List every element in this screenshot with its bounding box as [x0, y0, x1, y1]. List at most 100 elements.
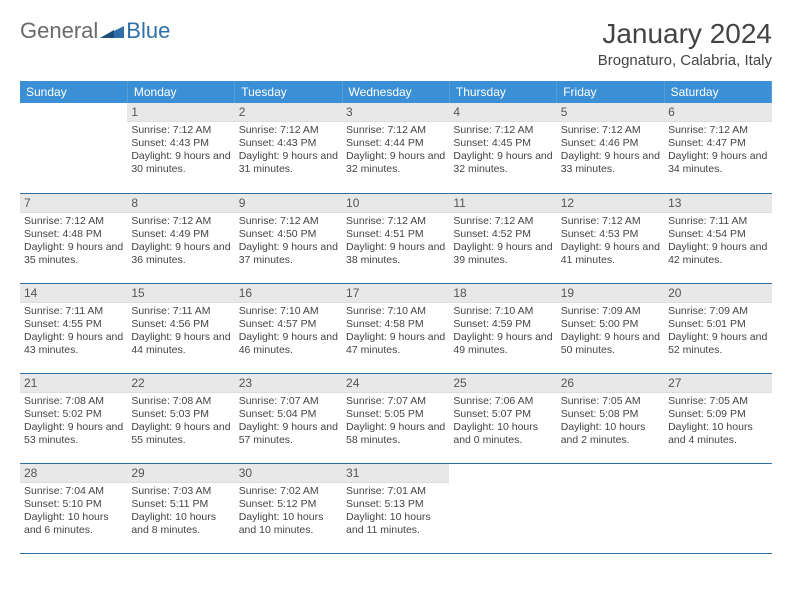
sunset-line: Sunset: 4:47 PM — [668, 137, 767, 150]
calendar-day-cell: 10Sunrise: 7:12 AMSunset: 4:51 PMDayligh… — [342, 193, 449, 283]
sunset-line: Sunset: 5:04 PM — [239, 408, 338, 421]
weekday-header: Friday — [557, 81, 664, 103]
day-number: 13 — [664, 194, 771, 213]
daylight-line: Daylight: 9 hours and 41 minutes. — [561, 241, 660, 267]
day-number: 16 — [235, 284, 342, 303]
calendar-day-cell: .. — [20, 103, 127, 193]
day-details: Sunrise: 7:12 AMSunset: 4:43 PMDaylight:… — [235, 122, 342, 179]
day-details: Sunrise: 7:12 AMSunset: 4:52 PMDaylight:… — [449, 213, 556, 270]
day-number: 15 — [127, 284, 234, 303]
calendar-day-cell: 17Sunrise: 7:10 AMSunset: 4:58 PMDayligh… — [342, 283, 449, 373]
sunrise-line: Sunrise: 7:12 AM — [668, 124, 767, 137]
day-details: Sunrise: 7:11 AMSunset: 4:56 PMDaylight:… — [127, 303, 234, 360]
sunrise-line: Sunrise: 7:06 AM — [453, 395, 552, 408]
title-block: January 2024 Brognaturo, Calabria, Italy — [598, 18, 772, 69]
calendar-day-cell: 19Sunrise: 7:09 AMSunset: 5:00 PMDayligh… — [557, 283, 664, 373]
sunset-line: Sunset: 5:02 PM — [24, 408, 123, 421]
calendar-day-cell: 14Sunrise: 7:11 AMSunset: 4:55 PMDayligh… — [20, 283, 127, 373]
calendar-week-row: 14Sunrise: 7:11 AMSunset: 4:55 PMDayligh… — [20, 283, 772, 373]
daylight-line: Daylight: 9 hours and 31 minutes. — [239, 150, 338, 176]
day-details: Sunrise: 7:11 AMSunset: 4:54 PMDaylight:… — [664, 213, 771, 270]
sunrise-line: Sunrise: 7:12 AM — [561, 215, 660, 228]
daylight-line: Daylight: 9 hours and 32 minutes. — [346, 150, 445, 176]
daylight-line: Daylight: 10 hours and 0 minutes. — [453, 421, 552, 447]
day-number: 31 — [342, 464, 449, 483]
calendar-day-cell: 23Sunrise: 7:07 AMSunset: 5:04 PMDayligh… — [235, 373, 342, 463]
sunset-line: Sunset: 5:12 PM — [239, 498, 338, 511]
day-number: 5 — [557, 103, 664, 122]
daylight-line: Daylight: 10 hours and 11 minutes. — [346, 511, 445, 537]
sunrise-line: Sunrise: 7:04 AM — [24, 485, 123, 498]
logo-mark-icon — [100, 18, 124, 44]
calendar-day-cell: 4Sunrise: 7:12 AMSunset: 4:45 PMDaylight… — [449, 103, 556, 193]
sunrise-line: Sunrise: 7:12 AM — [453, 215, 552, 228]
daylight-line: Daylight: 9 hours and 39 minutes. — [453, 241, 552, 267]
daylight-line: Daylight: 9 hours and 55 minutes. — [131, 421, 230, 447]
day-details: Sunrise: 7:10 AMSunset: 4:58 PMDaylight:… — [342, 303, 449, 360]
calendar-day-cell: 29Sunrise: 7:03 AMSunset: 5:11 PMDayligh… — [127, 463, 234, 553]
daylight-line: Daylight: 9 hours and 37 minutes. — [239, 241, 338, 267]
sunset-line: Sunset: 4:43 PM — [131, 137, 230, 150]
sunset-line: Sunset: 4:46 PM — [561, 137, 660, 150]
calendar-week-row: 28Sunrise: 7:04 AMSunset: 5:10 PMDayligh… — [20, 463, 772, 553]
daylight-line: Daylight: 9 hours and 50 minutes. — [561, 331, 660, 357]
calendar-day-cell: 30Sunrise: 7:02 AMSunset: 5:12 PMDayligh… — [235, 463, 342, 553]
day-details: Sunrise: 7:12 AMSunset: 4:47 PMDaylight:… — [664, 122, 771, 179]
day-number: 23 — [235, 374, 342, 393]
sunrise-line: Sunrise: 7:09 AM — [668, 305, 767, 318]
sunrise-line: Sunrise: 7:12 AM — [131, 124, 230, 137]
month-title: January 2024 — [598, 18, 772, 50]
day-number: 7 — [20, 194, 127, 213]
daylight-line: Daylight: 9 hours and 33 minutes. — [561, 150, 660, 176]
calendar-day-cell: 1 Sunrise: 7:12 AMSunset: 4:43 PMDaylight… — [127, 103, 234, 193]
sunrise-line: Sunrise: 7:05 AM — [668, 395, 767, 408]
calendar-day-cell: 27Sunrise: 7:05 AMSunset: 5:09 PMDayligh… — [664, 373, 771, 463]
sunrise-line: Sunrise: 7:03 AM — [131, 485, 230, 498]
day-details: Sunrise: 7:06 AMSunset: 5:07 PMDaylight:… — [449, 393, 556, 450]
daylight-line: Daylight: 9 hours and 53 minutes. — [24, 421, 123, 447]
sunset-line: Sunset: 4:45 PM — [453, 137, 552, 150]
sunrise-line: Sunrise: 7:11 AM — [131, 305, 230, 318]
sunset-line: Sunset: 5:01 PM — [668, 318, 767, 331]
sunrise-line: Sunrise: 7:08 AM — [24, 395, 123, 408]
daylight-line: Daylight: 10 hours and 4 minutes. — [668, 421, 767, 447]
day-number: 3 — [342, 103, 449, 122]
sunset-line: Sunset: 4:44 PM — [346, 137, 445, 150]
daylight-line: Daylight: 9 hours and 34 minutes. — [668, 150, 767, 176]
day-number: 1 — [127, 103, 234, 122]
calendar-day-cell: .. — [557, 463, 664, 553]
sunset-line: Sunset: 4:53 PM — [561, 228, 660, 241]
calendar-day-cell: .. — [449, 463, 556, 553]
sunrise-line: Sunrise: 7:12 AM — [561, 124, 660, 137]
daylight-line: Daylight: 10 hours and 6 minutes. — [24, 511, 123, 537]
day-number: 22 — [127, 374, 234, 393]
weekday-header: Saturday — [664, 81, 771, 103]
daylight-line: Daylight: 9 hours and 35 minutes. — [24, 241, 123, 267]
daylight-line: Daylight: 9 hours and 49 minutes. — [453, 331, 552, 357]
day-number: 4 — [449, 103, 556, 122]
day-details: Sunrise: 7:05 AMSunset: 5:09 PMDaylight:… — [664, 393, 771, 450]
logo: General Blue — [20, 18, 170, 44]
sunset-line: Sunset: 5:10 PM — [24, 498, 123, 511]
sunrise-line: Sunrise: 7:02 AM — [239, 485, 338, 498]
sunrise-line: Sunrise: 7:07 AM — [346, 395, 445, 408]
day-number: 25 — [449, 374, 556, 393]
day-number: 20 — [664, 284, 771, 303]
weekday-header: Sunday — [20, 81, 127, 103]
day-details: Sunrise: 7:12 AMSunset: 4:48 PMDaylight:… — [20, 213, 127, 270]
day-details: Sunrise: 7:03 AMSunset: 5:11 PMDaylight:… — [127, 483, 234, 540]
daylight-line: Daylight: 9 hours and 30 minutes. — [131, 150, 230, 176]
day-number: 21 — [20, 374, 127, 393]
calendar-day-cell: 12Sunrise: 7:12 AMSunset: 4:53 PMDayligh… — [557, 193, 664, 283]
day-details: Sunrise: 7:10 AMSunset: 4:57 PMDaylight:… — [235, 303, 342, 360]
logo-text-blue: Blue — [126, 18, 170, 44]
sunset-line: Sunset: 4:49 PM — [131, 228, 230, 241]
calendar-day-cell: 18Sunrise: 7:10 AMSunset: 4:59 PMDayligh… — [449, 283, 556, 373]
sunset-line: Sunset: 4:50 PM — [239, 228, 338, 241]
weekday-header: Thursday — [449, 81, 556, 103]
sunrise-line: Sunrise: 7:12 AM — [24, 215, 123, 228]
day-number: 24 — [342, 374, 449, 393]
sunrise-line: Sunrise: 7:12 AM — [346, 124, 445, 137]
sunset-line: Sunset: 4:58 PM — [346, 318, 445, 331]
daylight-line: Daylight: 10 hours and 8 minutes. — [131, 511, 230, 537]
